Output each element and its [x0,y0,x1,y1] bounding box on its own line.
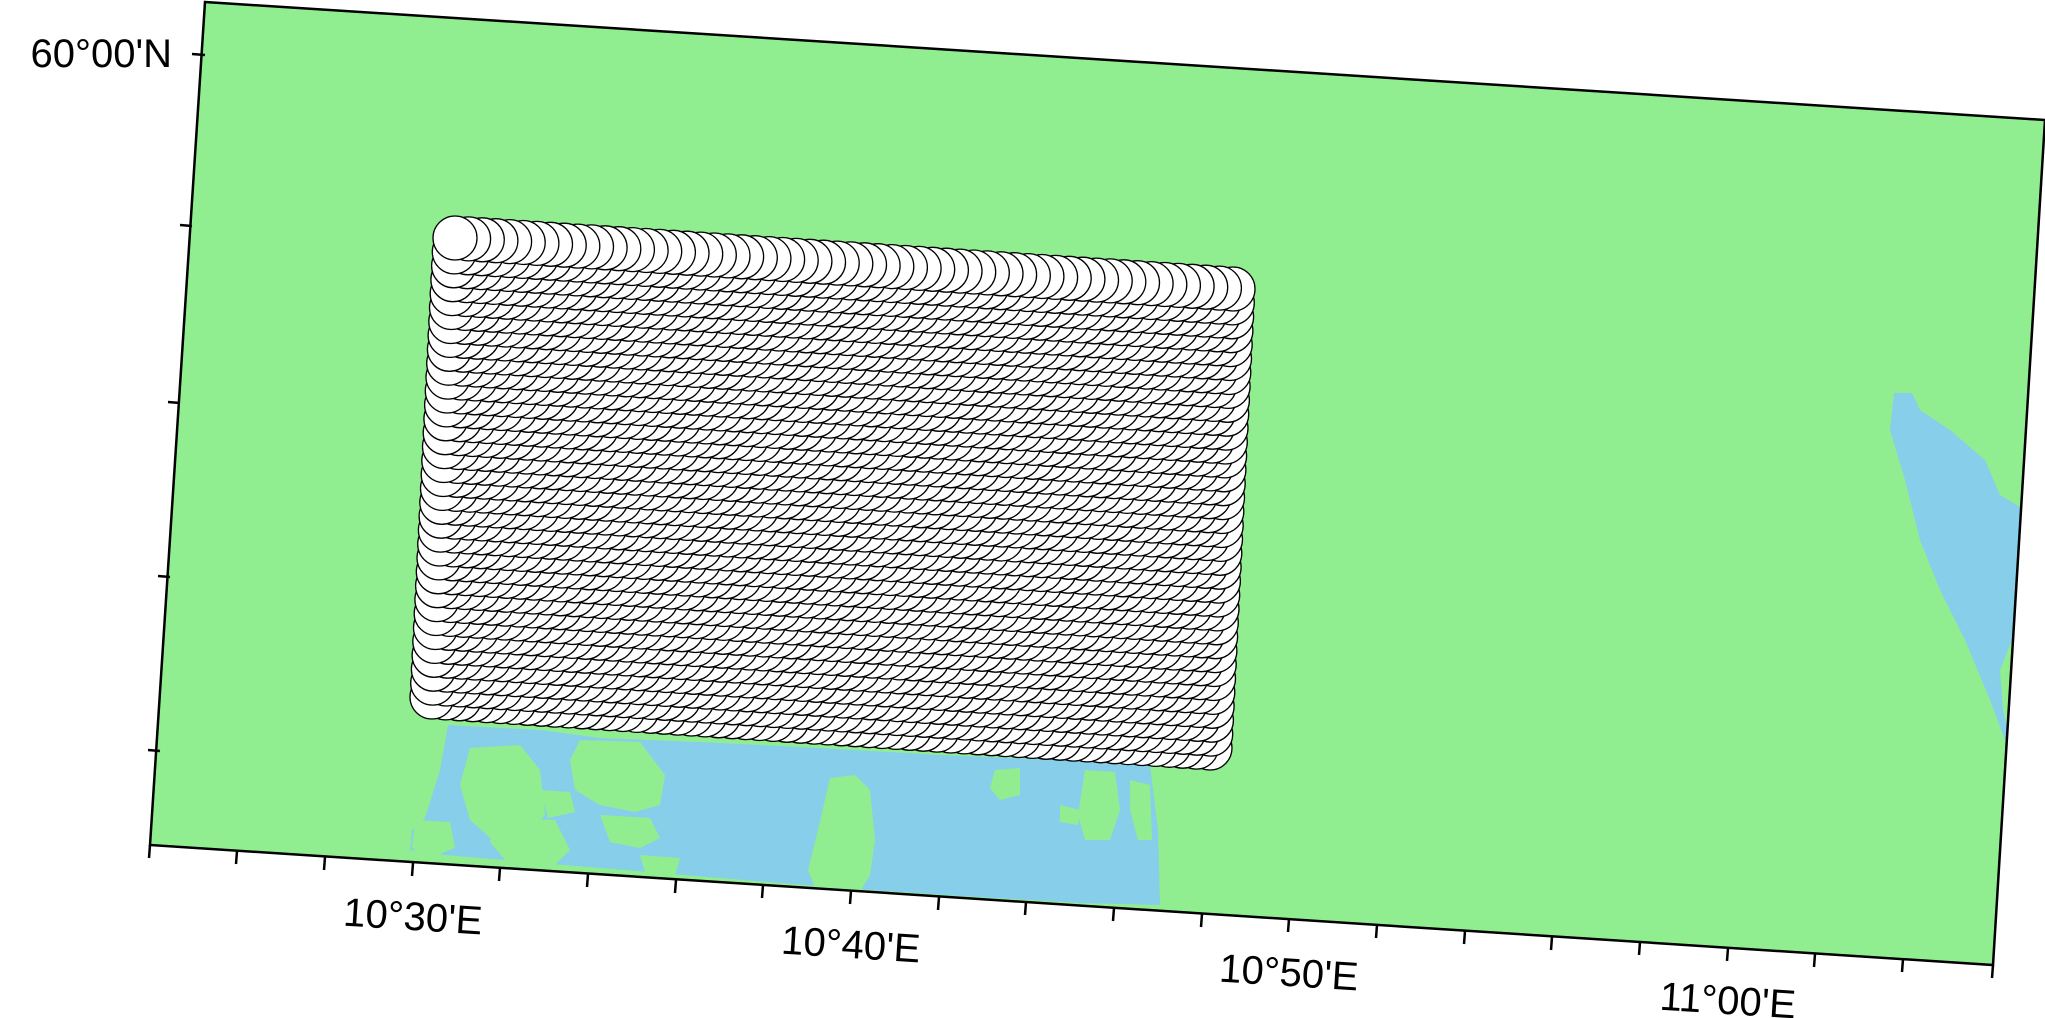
island [460,745,545,842]
tick [936,896,941,911]
tick [191,52,206,57]
island [540,790,575,818]
tick [1900,958,1905,973]
tick [1023,901,1028,916]
island [808,775,875,900]
tick [1374,924,1379,939]
island [990,768,1020,800]
tick [760,884,765,899]
tick [322,856,327,871]
island [570,740,665,812]
axis-ticks [147,52,1995,979]
tick [1462,930,1467,945]
longitude-label: 10°50'E [1218,947,1360,1000]
tick [157,574,171,579]
tick [1549,936,1554,951]
tick [1111,907,1116,922]
island [1130,780,1152,840]
latitude-label: 60°00'N [30,32,172,76]
map-area [150,2,2045,965]
island [640,855,680,875]
tick [848,890,853,905]
tick [147,748,161,753]
tick [410,862,415,877]
lake-east [1890,393,2032,760]
longitude-label: 10°30'E [342,891,484,944]
tick [1990,964,1995,979]
island [1078,770,1120,840]
tick [167,400,181,405]
tick [1199,913,1204,928]
tick [1286,918,1291,933]
longitude-label: 10°40'E [780,919,922,972]
tick [673,879,678,894]
island [490,818,570,865]
tick [1725,947,1730,962]
island [412,820,455,858]
point-symbols [409,215,1256,771]
tick [585,873,590,888]
longitude-label: 11°00'E [1658,975,1797,1018]
tick [497,867,502,882]
tick [1637,941,1642,956]
tick [179,223,193,228]
tick [1812,953,1817,968]
point-symbol [432,215,478,261]
tick [234,850,239,865]
island [1060,805,1080,825]
tick [147,844,152,859]
island [600,815,660,848]
